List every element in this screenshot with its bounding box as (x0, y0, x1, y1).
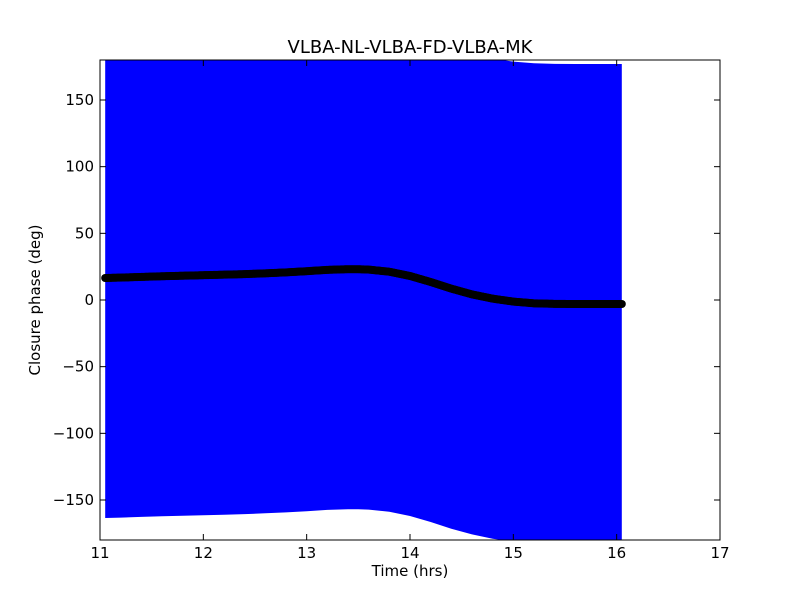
x-tick-label-6: 17 (710, 544, 729, 562)
x-tick-label-3: 14 (400, 544, 419, 562)
data-point-0-500 (617, 300, 626, 308)
y-tick-label-0: −150 (53, 491, 94, 509)
x-tick-label-2: 13 (297, 544, 316, 562)
y-tick-label-3: 0 (84, 291, 94, 309)
y-tick-label-2: −50 (62, 358, 94, 376)
error-band-layer (105, 60, 622, 540)
plot-frame (99, 59, 721, 541)
tick-marks (99, 60, 721, 540)
y-axis-label: Closure phase (deg) (26, 225, 44, 376)
chart-title: VLBA-NL-VLBA-FD-VLBA-MK (288, 37, 534, 58)
data-points-layer (101, 265, 626, 308)
x-tick-label-1: 12 (194, 544, 213, 562)
x-tick-label-0: 11 (90, 544, 109, 562)
y-tick-label-1: −100 (53, 424, 94, 442)
y-tick-label-6: 150 (65, 91, 94, 109)
x-axis-label: Time (hrs) (371, 562, 449, 580)
y-tick-label-4: 50 (75, 224, 94, 242)
x-tick-labels: 11 12 13 14 15 16 17 (90, 544, 729, 562)
error-band-0 (105, 60, 622, 540)
x-tick-label-4: 15 (504, 544, 523, 562)
y-tick-label-5: 100 (65, 158, 94, 176)
x-tick-label-5: 16 (607, 544, 626, 562)
y-tick-labels: −150 −100 −50 0 50 100 150 (53, 91, 94, 509)
